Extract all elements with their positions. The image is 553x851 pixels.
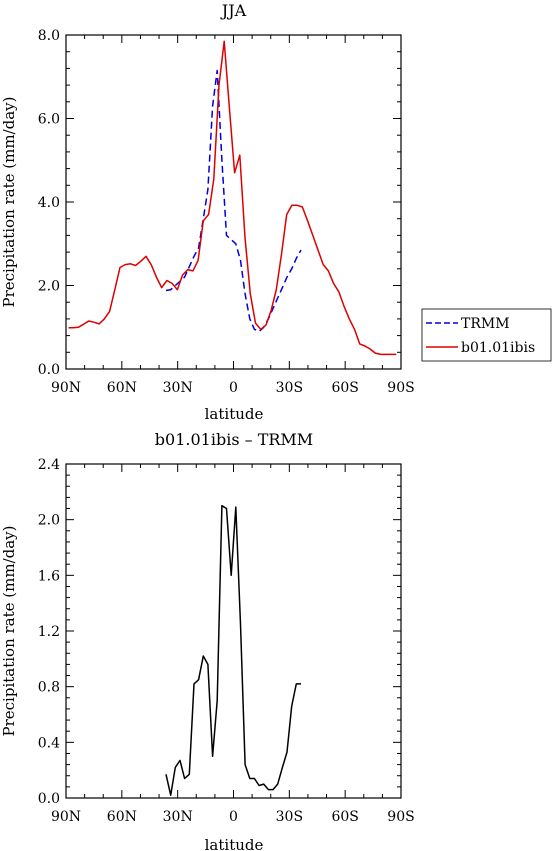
x-tick-label: 90S <box>387 809 414 825</box>
y-tick-label: 2.0 <box>38 513 60 529</box>
y-tick-label: 0.4 <box>38 735 60 751</box>
x-tick-label: 30S <box>276 380 303 396</box>
y-tick-label: 0.0 <box>38 791 60 807</box>
y-tick-label: 2.0 <box>38 279 60 295</box>
x-tick-label: 60N <box>107 380 137 396</box>
y-tick-label: 4.0 <box>38 195 60 211</box>
top-chart-x-axis-label: latitude <box>205 405 264 423</box>
x-tick-label: 30S <box>276 809 303 825</box>
y-tick-label: 1.6 <box>38 568 60 584</box>
top-chart-legend: TRMM b01.01ibis <box>421 308 552 362</box>
series-line-b01-01ibis <box>68 40 397 356</box>
y-tick-label: 1.2 <box>38 624 60 640</box>
x-tick-label: 60S <box>331 809 358 825</box>
top-chart-panel: JJA 90N 60N 30N 0 30S 60S 90S 0.0 2.0 4.0 6.0 8.0 l… <box>0 1 552 423</box>
x-tick-label: 0 <box>229 809 238 825</box>
y-tick-label: 2.4 <box>38 457 60 473</box>
top-chart-y-axis-label: Precipitation rate (mm/day) <box>0 96 18 307</box>
bottom-chart-plot-frame <box>65 463 402 799</box>
series-line-difference <box>165 504 301 796</box>
bottom-chart-title: b01.01ibis – TRMM <box>155 430 313 449</box>
legend-label-b01-01ibis: b01.01ibis <box>461 340 535 356</box>
bottom-chart-panel: b01.01ibis – TRMM 90N 60N 30N 0 30S 60S 90S 0.0… <box>0 430 415 851</box>
y-tick-label: 6.0 <box>38 112 60 128</box>
x-tick-label: 60S <box>331 380 358 396</box>
x-tick-label: 60N <box>107 809 137 825</box>
top-chart-title: JJA <box>220 1 247 20</box>
x-tick-label: 0 <box>229 380 238 396</box>
bottom-chart-x-axis-label: latitude <box>205 836 264 851</box>
legend-label-trmm: TRMM <box>461 316 510 332</box>
y-tick-label: 8.0 <box>38 28 60 44</box>
y-tick-label: 0.8 <box>38 680 60 696</box>
y-tick-label: 0.0 <box>38 362 60 378</box>
top-chart-plot-frame <box>65 34 402 370</box>
x-tick-label: 30N <box>163 809 193 825</box>
x-tick-label: 90N <box>51 380 81 396</box>
x-tick-label: 30N <box>163 380 193 396</box>
x-tick-label: 90N <box>51 809 81 825</box>
x-tick-label: 90S <box>387 380 414 396</box>
legend-box <box>421 308 552 362</box>
bottom-chart-y-axis-label: Precipitation rate (mm/day) <box>0 525 18 736</box>
series-line-trmm <box>165 69 302 333</box>
